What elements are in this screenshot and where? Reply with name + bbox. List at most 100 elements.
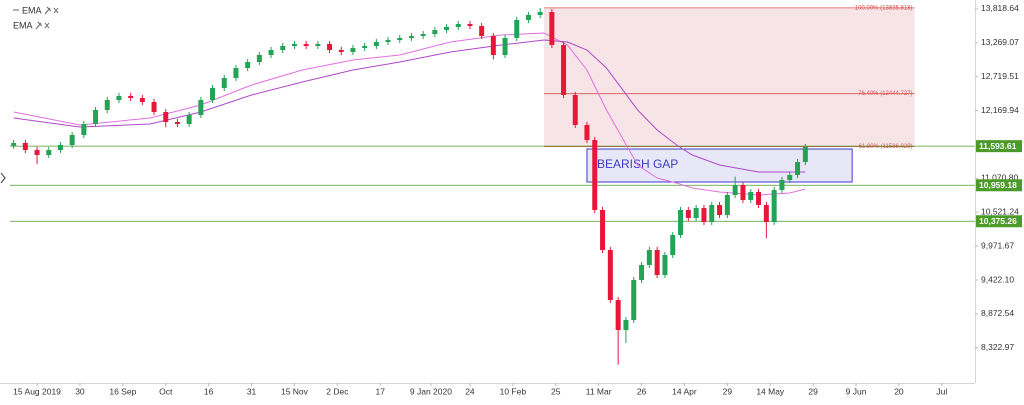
candle-body bbox=[549, 12, 555, 46]
candle-body bbox=[787, 174, 793, 181]
x-tick-label: 16 Sep bbox=[109, 386, 136, 396]
x-tick-label: 17 bbox=[376, 386, 386, 396]
y-tick-label: 12,169.94 bbox=[981, 105, 1019, 115]
x-tick-label: 29 bbox=[808, 386, 818, 396]
candle-body bbox=[385, 40, 391, 42]
candle-body bbox=[128, 95, 134, 99]
candle-body bbox=[623, 319, 629, 331]
x-tick-label: 15 Aug 2019 bbox=[13, 386, 61, 396]
candle-body bbox=[631, 280, 637, 320]
candle-body bbox=[670, 235, 676, 256]
candle-body bbox=[373, 41, 379, 46]
x-tick-label: 26 bbox=[637, 386, 647, 396]
candle-body bbox=[455, 23, 461, 28]
candle-body bbox=[233, 68, 239, 78]
candle-body bbox=[104, 100, 110, 110]
candle-body bbox=[756, 191, 762, 206]
candle-body bbox=[256, 54, 262, 63]
level-price-box bbox=[976, 215, 1022, 228]
candle-body bbox=[479, 26, 485, 37]
candle-body bbox=[732, 185, 738, 196]
candle-body bbox=[151, 101, 157, 113]
level-price-box bbox=[976, 179, 1022, 192]
candle-body bbox=[397, 37, 403, 41]
candle-body bbox=[350, 48, 356, 52]
candle-body bbox=[139, 98, 145, 102]
candle-body bbox=[245, 62, 251, 69]
candle-body bbox=[444, 27, 450, 31]
candle-body bbox=[709, 205, 715, 223]
candle-body bbox=[362, 45, 368, 49]
x-tick-label: 14 May bbox=[756, 386, 785, 396]
y-tick-label: 8,322.97 bbox=[981, 342, 1014, 352]
y-tick-label: 12,719.51 bbox=[981, 71, 1019, 81]
candle-body bbox=[685, 209, 691, 219]
candle-body bbox=[592, 140, 598, 210]
y-tick-label: 13,818.64 bbox=[981, 3, 1019, 13]
remove-icon[interactable] bbox=[44, 22, 50, 29]
y-tick-label: 8,872.54 bbox=[981, 308, 1014, 318]
candle-body bbox=[268, 50, 274, 55]
candle-body bbox=[93, 109, 99, 124]
candle-body bbox=[291, 44, 297, 46]
x-tick-label: 2 Dec bbox=[326, 386, 349, 396]
x-tick-label: 20 bbox=[894, 386, 904, 396]
candle-body bbox=[662, 255, 668, 275]
x-tick-label: 11 Mar bbox=[586, 386, 612, 396]
x-tick-label: 10 Feb bbox=[500, 386, 527, 396]
x-tick-label: 29 bbox=[723, 386, 733, 396]
level-price-label: 10,959.18 bbox=[979, 180, 1017, 190]
settings-icon[interactable] bbox=[44, 6, 52, 15]
settings-icon[interactable] bbox=[35, 21, 43, 30]
y-tick-label: 10,521.24 bbox=[981, 207, 1019, 217]
candle-body bbox=[693, 208, 699, 219]
candle-body bbox=[701, 208, 707, 223]
candle-body bbox=[748, 191, 754, 201]
collapse-arrow[interactable] bbox=[0, 172, 6, 184]
candle-body bbox=[186, 114, 192, 124]
x-tick-label: Jul bbox=[936, 386, 947, 396]
candle-body bbox=[81, 123, 87, 136]
candle-body bbox=[116, 95, 122, 101]
candle-body bbox=[163, 112, 169, 123]
candle-body bbox=[432, 30, 438, 35]
candle-body bbox=[338, 50, 344, 52]
x-tick-label: 15 Nov bbox=[281, 386, 309, 396]
candle-body bbox=[34, 150, 40, 156]
fib-label: 100.00% (13835.818) bbox=[855, 5, 913, 11]
candle-body bbox=[280, 45, 286, 51]
candle-body bbox=[802, 146, 808, 163]
remove-icon[interactable] bbox=[53, 7, 59, 14]
candle-body bbox=[198, 100, 204, 115]
legend-label: EMA bbox=[13, 20, 33, 30]
candle-body bbox=[795, 162, 801, 175]
x-tick-label: 30 bbox=[75, 386, 85, 396]
x-tick-label: 9 Jun bbox=[846, 386, 867, 396]
ema-line bbox=[13, 32, 806, 196]
candle-body bbox=[46, 150, 52, 156]
candle-body bbox=[174, 122, 180, 124]
legend-label: EMA bbox=[22, 5, 42, 15]
candle-body bbox=[561, 45, 567, 96]
candle-body bbox=[600, 209, 606, 251]
candle-body bbox=[763, 205, 769, 223]
y-tick-label: 11,070.80 bbox=[981, 173, 1018, 183]
candle-body bbox=[584, 124, 590, 141]
candle-body bbox=[740, 185, 746, 201]
candle-body bbox=[327, 44, 333, 51]
y-tick-label: 9,971.67 bbox=[981, 240, 1014, 250]
x-tick-label: 31 bbox=[247, 386, 257, 396]
level-price-label: 11,593.61 bbox=[979, 141, 1017, 151]
candle-body bbox=[210, 87, 216, 101]
y-tick-label: 13,269.07 bbox=[981, 37, 1019, 47]
candle-body bbox=[646, 250, 652, 265]
candle-body bbox=[420, 34, 426, 37]
ema-line bbox=[13, 39, 806, 173]
candle-body bbox=[537, 12, 543, 15]
candle-body bbox=[607, 250, 613, 301]
candle-body bbox=[69, 135, 75, 146]
level-price-label: 10,375.26 bbox=[979, 216, 1017, 226]
candle-body bbox=[615, 300, 621, 331]
